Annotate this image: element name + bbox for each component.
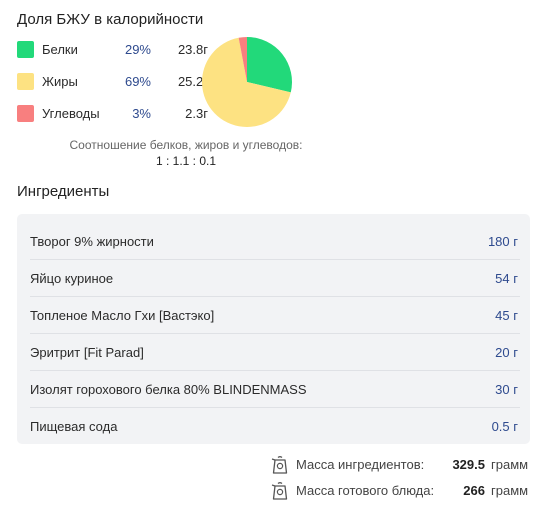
fat-swatch (17, 73, 34, 90)
ingredient-amount: 54 г (495, 271, 518, 286)
ingredient-amount: 0.5 г (491, 419, 518, 434)
ingredient-name: Яйцо куриное (30, 271, 114, 286)
ingredient-row: Топленое Масло Гхи [Вастэко] 45 г (30, 297, 520, 334)
total-ingredients-unit: грамм (491, 457, 529, 472)
pie-slice-Углеводы (238, 37, 247, 82)
total-dish-value: 266 (463, 483, 485, 498)
ingredients-list: Творог 9% жирности 180 г Яйцо куриное 54… (17, 214, 530, 444)
ratio-caption: Соотношение белков, жиров и углеводов: (69, 138, 303, 152)
macro-name: Углеводы (42, 106, 100, 121)
total-ingredients-value: 329.5 (452, 457, 485, 472)
total-dish-label: Масса готового блюда: (296, 483, 435, 498)
total-dish-unit: грамм (491, 483, 529, 498)
macro-percent: 29% (124, 42, 151, 57)
pie-slice-Белки (247, 37, 292, 93)
macro-row-protein: Белки 29% 23.8г (17, 41, 208, 59)
row-divider (30, 259, 520, 260)
row-divider (30, 333, 520, 334)
ingredient-name: Топленое Масло Гхи [Вастэко] (30, 308, 215, 323)
macro-percent: 3% (132, 106, 151, 121)
ingredient-name: Пищевая сода (30, 419, 118, 434)
protein-swatch (17, 41, 34, 58)
macro-grams: 25.2г (177, 74, 208, 89)
ingredient-row: Яйцо куриное 54 г (30, 260, 520, 297)
kettle-icon (271, 482, 288, 500)
macro-row-fat: Жиры 69% 25.2г (17, 73, 208, 91)
macro-percent: 69% (124, 74, 151, 89)
total-dish-weight: Масса готового блюда: 266 грамм (271, 481, 533, 501)
ingredient-row: Творог 9% жирности 180 г (30, 223, 520, 260)
kettle-icon (271, 456, 288, 474)
ratio-value: 1 : 1.1 : 0.1 (155, 154, 217, 168)
ingredient-row: Изолят горохового белка 80% BLINDENMASS … (30, 371, 520, 408)
ingredient-row: Эритрит [Fit Parad] 20 г (30, 334, 520, 371)
ingredient-row: Пищевая сода 0.5 г (30, 408, 520, 445)
ingredient-name: Изолят горохового белка 80% BLINDENMASS (30, 382, 307, 397)
macro-row-carbs: Углеводы 3% 2.3г (17, 105, 208, 123)
ingredient-name: Творог 9% жирности (30, 234, 154, 249)
macro-pie-chart (202, 37, 292, 127)
ingredients-title: Ингредиенты (17, 183, 110, 200)
ingredient-amount: 30 г (495, 382, 518, 397)
ingredient-amount: 45 г (495, 308, 518, 323)
macro-name: Белки (42, 42, 78, 57)
row-divider (30, 407, 520, 408)
total-ingredients-weight: Масса ингредиентов: 329.5 грамм (271, 455, 533, 475)
macro-grams: 2.3г (185, 106, 208, 121)
row-divider (30, 296, 520, 297)
macros-title: Доля БЖУ в калорийности (17, 11, 204, 28)
ingredient-amount: 180 г (487, 234, 518, 249)
row-divider (30, 370, 520, 371)
ingredient-amount: 20 г (495, 345, 518, 360)
macro-grams: 23.8г (177, 42, 208, 57)
carbs-swatch (17, 105, 34, 122)
pie-slice-Жиры (202, 37, 291, 127)
total-ingredients-label: Масса ингредиентов: (296, 457, 425, 472)
macro-name: Жиры (42, 74, 78, 89)
ingredient-name: Эритрит [Fit Parad] (30, 345, 144, 360)
